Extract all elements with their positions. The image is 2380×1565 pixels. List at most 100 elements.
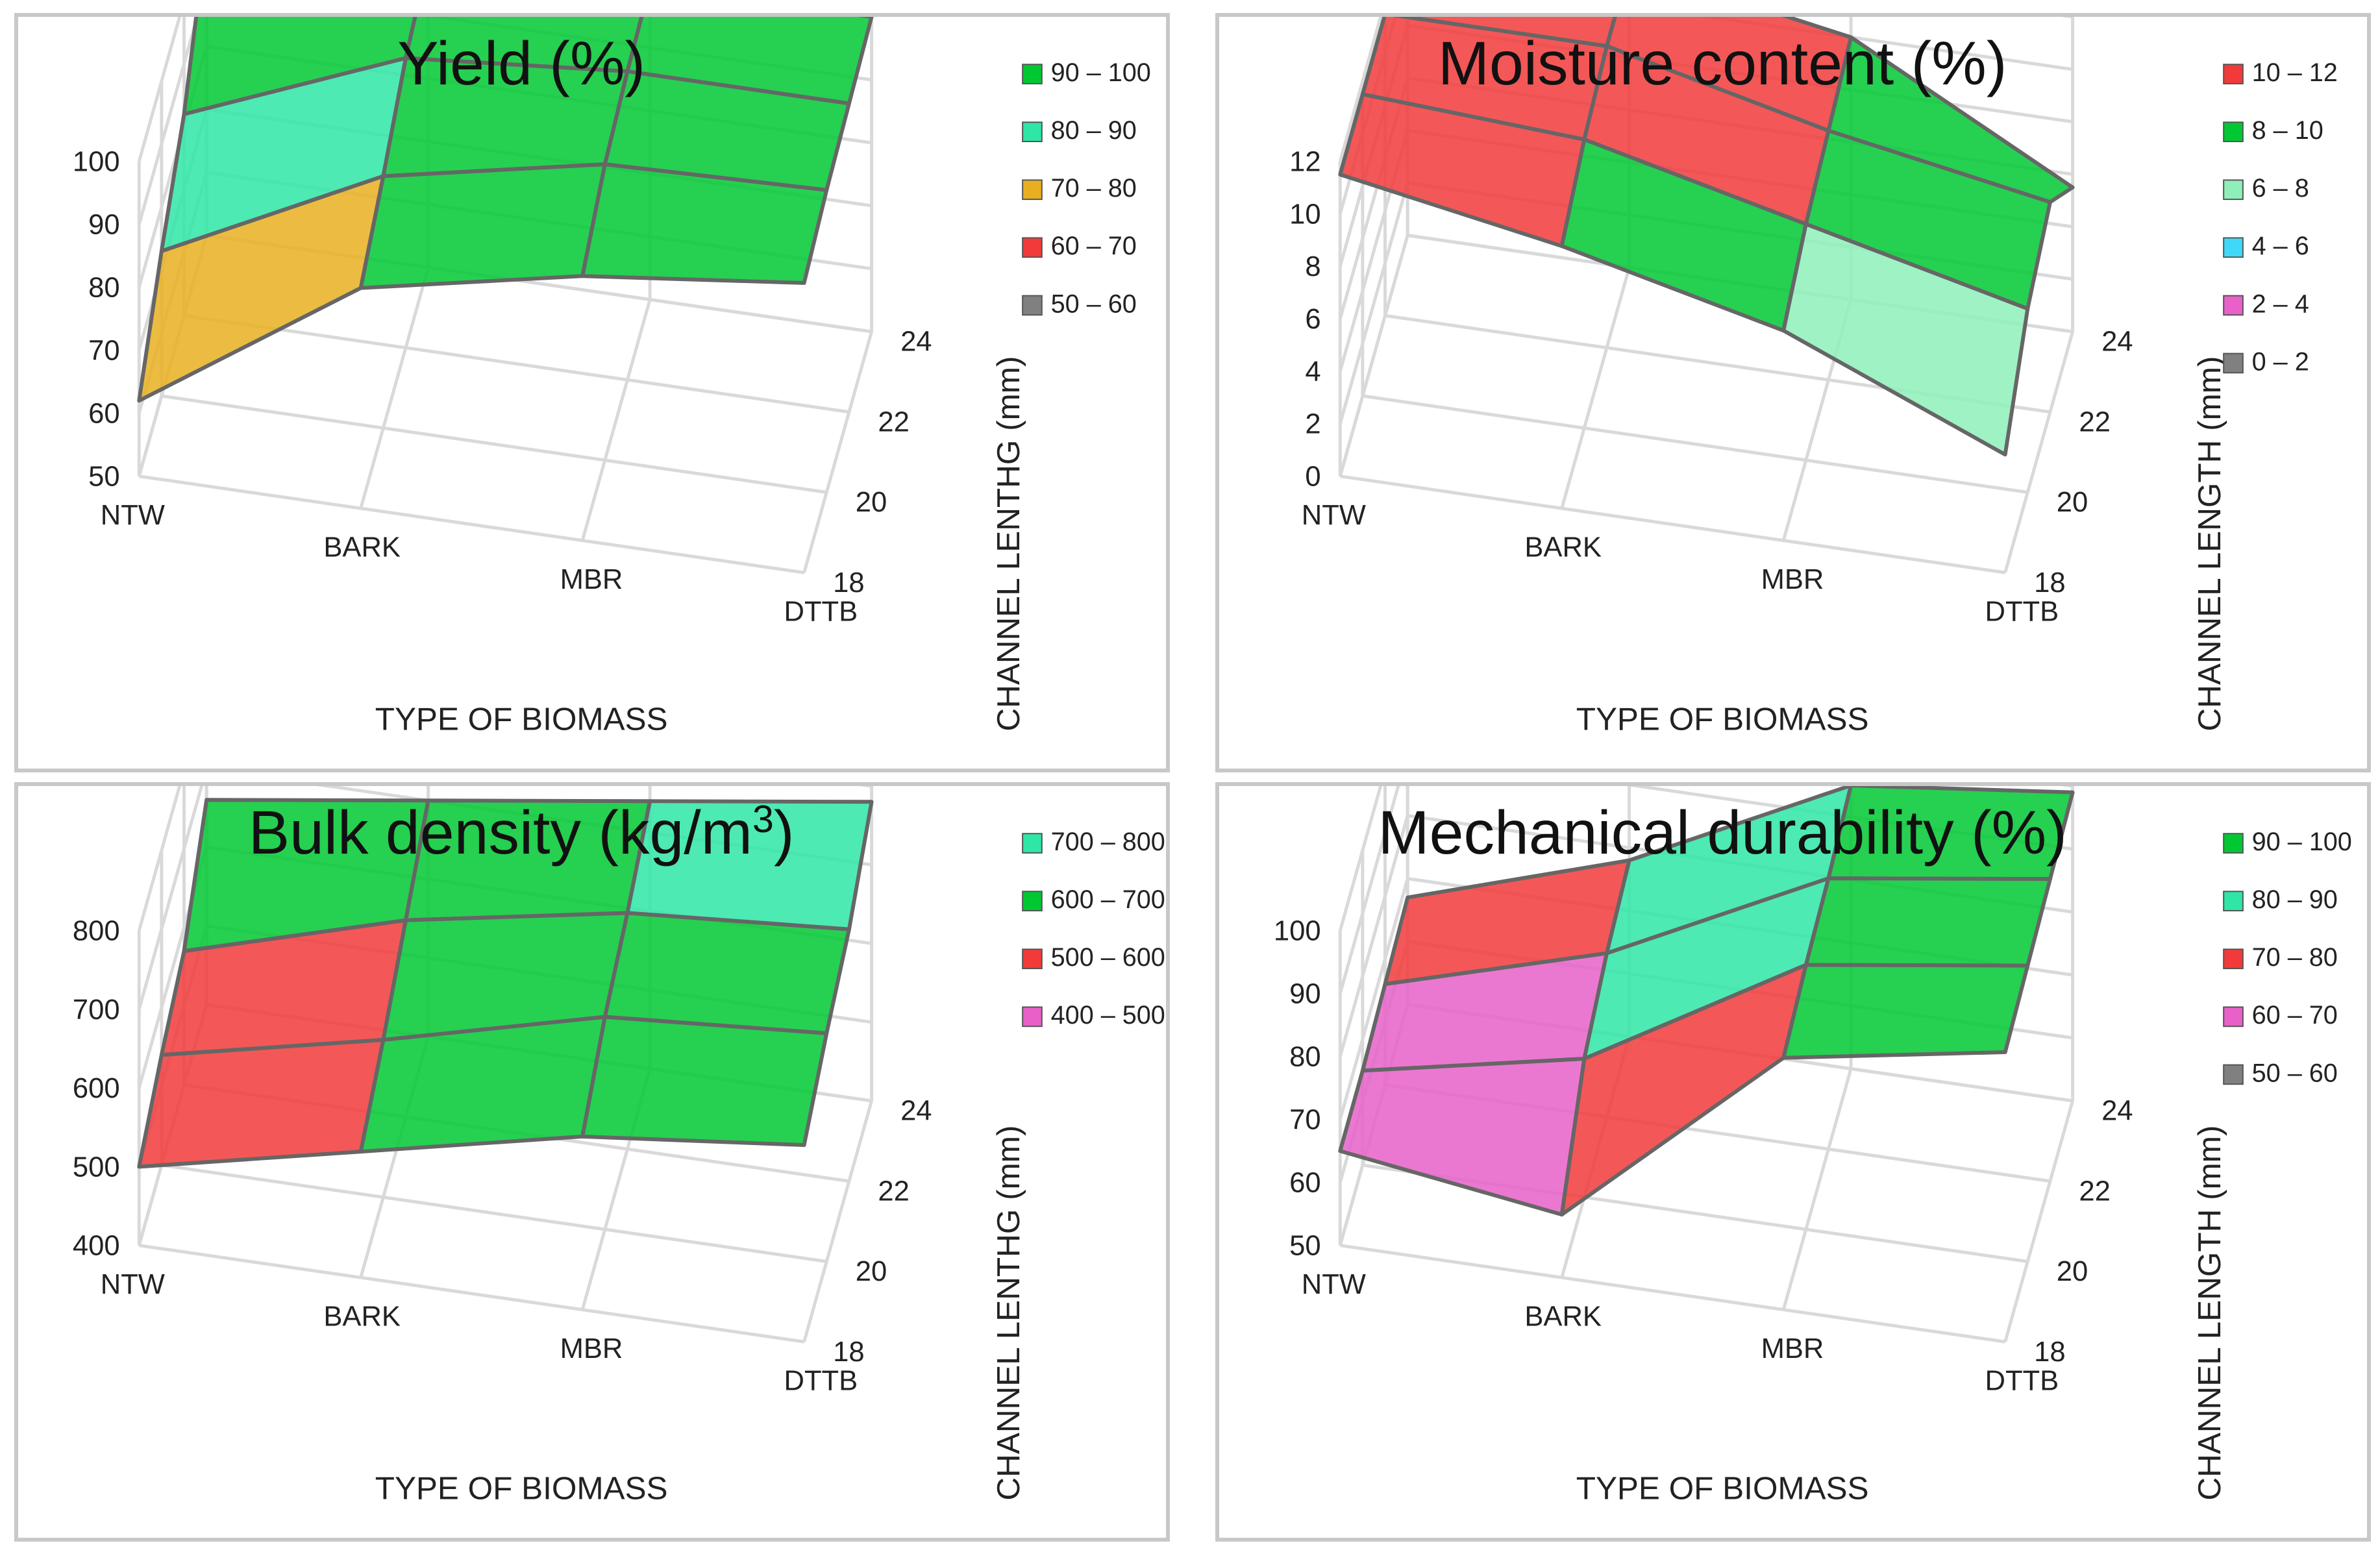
surface-patch [137,1037,386,1169]
y-tick-label: 24 [2101,327,2133,358]
legend-label: 4 – 6 [2252,232,2309,260]
x-floor-gridline [1781,1068,1853,1311]
z-tick-label: 8 [1305,251,1320,282]
z-tick-label: 90 [1289,979,1320,1010]
y-tick-label: 18 [833,567,864,598]
z-tick-label: 0 [1305,462,1320,493]
z-tick-label: 500 [73,1152,120,1183]
y-tick-label: 18 [2034,1337,2065,1368]
z-tick-label: 70 [1289,1105,1320,1136]
z-tick-label: 60 [88,399,119,430]
legend-label: 6 – 8 [2252,174,2309,203]
legend-swatch [2223,237,2244,258]
legend-swatch [2223,295,2244,316]
x-floor-gridline [802,331,873,573]
x-tick-label: MBR [1761,1333,1824,1364]
chart-panel-yield: 50 60 70 80 90 100 NTW BARK MBR DTTB 18 20 22 24 TYPE … [14,13,1170,772]
y-tick-label: 22 [878,1176,909,1207]
z-tick-label: 50 [88,462,119,493]
legend-swatch [1022,1006,1043,1028]
legend-swatch [1022,179,1043,201]
z-tick-label: 100 [73,147,120,178]
y-tick-label: 24 [2101,1096,2133,1127]
legend-swatch [2223,1006,2244,1028]
z-tick-label: 2 [1305,409,1320,440]
x-tick-label: BARK [1524,532,1602,563]
legend-swatch [1022,295,1043,316]
z-tick-label: 50 [1289,1231,1320,1262]
surface-patch [1804,876,2052,968]
legend-label: 50 – 60 [2252,1059,2338,1087]
legend-label: 90 – 100 [1051,58,1151,87]
surface-patch [1338,1057,1587,1217]
z-tick-label: 100 [1274,916,1321,947]
x-floor-gridline [580,299,652,541]
legend-label: 8 – 10 [2252,116,2324,145]
legend-label: 50 – 60 [1051,290,1137,318]
x-tick-label: BARK [323,1301,401,1332]
x-axis-label: TYPE OF BIOMASS [375,702,668,737]
legend-swatch [2223,121,2244,142]
chart-panel-durability: 50 60 70 80 90 100 NTW BARK MBR DTTB 18 20 22 24 TYPE … [1215,782,2371,1542]
y-tick-label: 20 [856,487,887,518]
legend-swatch [1022,833,1043,854]
x-tick-label: NTW [1302,500,1366,531]
legend-swatch [2223,891,2244,911]
legend-label: 80 – 90 [1051,116,1137,145]
legend-label: 70 – 80 [1051,174,1137,203]
legend-label: 400 – 500 [1051,1001,1165,1029]
x-floor-gridline [1338,234,1409,477]
y-floor-gridline [184,314,850,414]
legend-label: 60 – 70 [2252,1001,2338,1029]
y-axis-label: CHANNEL LENTHG (mm) [991,1126,1026,1501]
legend-swatch [2223,64,2244,84]
legend-swatch [2223,833,2244,854]
x-tick-label: MBR [560,564,623,595]
z-tick-label: 600 [73,1073,120,1104]
x-tick-label: NTW [1302,1269,1366,1300]
z-tick-label: 60 [1289,1168,1320,1199]
x-floor-gridline [2003,331,2074,573]
y-axis-label: CHANNEL LENTHG (mm) [991,356,1026,732]
surface-patch [358,162,607,290]
y-tick-label: 22 [2079,406,2110,437]
y-tick-label: 18 [833,1337,864,1368]
x-axis-label: TYPE OF BIOMASS [375,1471,668,1507]
legend-label: 70 – 80 [2252,943,2338,972]
x-floor-gridline [1560,267,1631,509]
chart-title: Mechanical durability (%) [1378,798,2067,867]
y-floor-gridline [1339,474,2005,574]
surface-patch [602,911,851,1035]
legend-label: 60 – 70 [1051,232,1137,260]
y-floor-gridline [1339,1244,2005,1344]
y-floor-gridline [1362,394,2028,494]
y-tick-label: 18 [2034,567,2065,598]
legend-label: 500 – 600 [1051,943,1165,972]
surface [1338,17,2075,457]
y-tick-label: 24 [900,1096,932,1127]
x-tick-label: DTTB [784,596,858,627]
chart-title: Bulk density (kg/m3) [249,796,795,867]
z-tick-label: 700 [73,994,120,1026]
z-tick-label: 4 [1305,356,1320,388]
y-floor-gridline [138,474,804,574]
z-tick-label: 10 [1289,199,1320,230]
x-axis-label: TYPE OF BIOMASS [1576,1471,1869,1507]
title-superscript: 3 [752,796,774,840]
x-tick-label: NTW [101,1269,165,1300]
legend-swatch [1022,121,1043,142]
z-tick-label: 12 [1289,147,1320,178]
y-floor-gridline [161,394,827,494]
legend-swatch [2223,352,2244,374]
chart-title: Moisture content (%) [1438,29,2007,98]
legend-label: 700 – 800 [1051,828,1165,856]
y-floor-gridline [161,1163,827,1263]
legend-swatch [2223,948,2244,970]
legend-label: 80 – 90 [2252,885,2338,914]
z-tick-label: 90 [88,210,119,241]
y-tick-label: 22 [878,406,909,437]
legend-label: 90 – 100 [2252,828,2352,856]
legend-swatch [1022,891,1043,911]
z-tick-label: 70 [88,336,119,367]
